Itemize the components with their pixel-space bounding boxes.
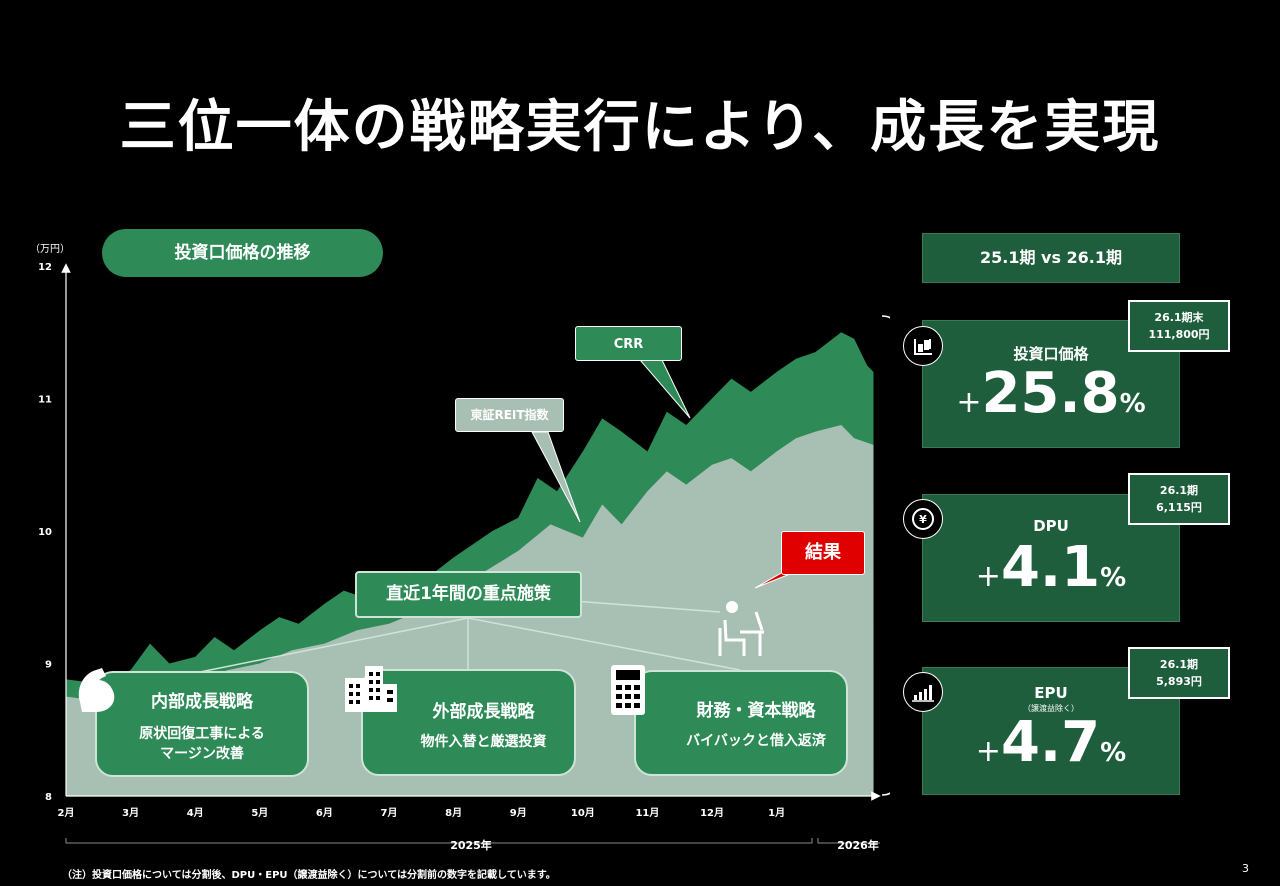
year-label-2025: 2025年 bbox=[450, 838, 492, 852]
y-tick-label: 12 bbox=[38, 262, 52, 273]
strategy-finance: 財務・資本戦略 バイバックと借入返済 bbox=[634, 670, 848, 776]
reit-callout-label: 東証REIT指数 bbox=[470, 408, 549, 422]
strategy-internal-line2: マージン改善 bbox=[160, 746, 244, 762]
y-tick-label: 9 bbox=[45, 660, 52, 671]
x-tick-label: 5月 bbox=[251, 807, 268, 819]
year-bracket-2025 bbox=[65, 838, 813, 844]
y-tick-label: 10 bbox=[38, 527, 52, 538]
x-tick-label: 3月 bbox=[122, 807, 139, 819]
person-at-desk-icon bbox=[718, 601, 764, 656]
y-tick-label: 8 bbox=[45, 792, 52, 803]
strategy-external-line1: 物件入替と厳選投資 bbox=[420, 734, 547, 750]
metric-card-dpu-label: DPU bbox=[1033, 517, 1069, 535]
x-tick-label: 8月 bbox=[445, 807, 462, 819]
metric-card-epu-value: +4.7% bbox=[975, 710, 1127, 775]
x-tick-label: 7月 bbox=[381, 807, 398, 819]
calculator-icon bbox=[611, 665, 645, 715]
x-tick-label: 11月 bbox=[635, 807, 659, 819]
footnote: （注）投資口価格については分割後、DPU・EPU（譲渡益除く）については分割前の… bbox=[62, 870, 556, 881]
crr-callout-label: CRR bbox=[613, 337, 644, 352]
x-tick-label: 4月 bbox=[187, 807, 204, 819]
page-title: 三位一体の戦略実行により、成長を実現 bbox=[119, 95, 1161, 160]
chart-title: 投資口価格の推移 bbox=[174, 243, 311, 263]
comparison-header-label: 25.1期 vs 26.1期 bbox=[979, 248, 1123, 267]
metric-card-epu-label: EPU bbox=[1034, 684, 1068, 702]
metric-tag-dpu: 26.1期 6,115円 bbox=[1128, 473, 1230, 525]
strategy-external-heading: 外部成長戦略 bbox=[432, 702, 535, 722]
metric-tag-epu: 26.1期 5,893円 bbox=[1128, 647, 1230, 699]
x-tick-label: 1月 bbox=[768, 807, 785, 819]
metric-card-epu: EPU （譲渡益除く） +4.7% bbox=[922, 667, 1180, 795]
x-tick-label: 10月 bbox=[571, 807, 595, 819]
crr-callout: CRR bbox=[575, 326, 682, 361]
y-tick-label: 11 bbox=[38, 395, 52, 406]
strategy-finance-line1: バイバックと借入返済 bbox=[686, 733, 826, 749]
buildings-icon bbox=[345, 666, 397, 712]
focus-callout: 直近1年間の重点施策 bbox=[355, 571, 582, 618]
strategy-internal-line1: 原状回復工事による bbox=[139, 726, 265, 742]
svg-text:¥: ¥ bbox=[919, 513, 927, 526]
result-callout: 結果 bbox=[781, 531, 865, 575]
comparison-header: 25.1期 vs 26.1期 bbox=[922, 233, 1180, 283]
focus-callout-label: 直近1年間の重点施策 bbox=[386, 584, 551, 604]
metric-card-epu-sub: （譲渡益除く） bbox=[1023, 704, 1079, 713]
crr-callout-pointer bbox=[638, 359, 691, 419]
x-tick-label: 2月 bbox=[58, 807, 75, 819]
x-tick-label: 6月 bbox=[316, 807, 333, 819]
metric-card-dpu-value: +4.1% bbox=[975, 535, 1127, 600]
chart-candles-icon bbox=[903, 326, 943, 366]
results-brace bbox=[881, 315, 890, 796]
chart-title-pill: 投資口価格の推移 bbox=[102, 229, 383, 277]
focus-line-finance bbox=[467, 617, 741, 671]
strategy-finance-heading: 財務・資本戦略 bbox=[696, 701, 816, 721]
focus-line-person bbox=[559, 599, 721, 613]
metric-card-price: 投資口価格 +25.8% bbox=[922, 320, 1180, 448]
yen-coin-icon: ¥ bbox=[903, 499, 943, 539]
year-label-2026: 2026年 bbox=[837, 838, 879, 852]
year-bracket-2026 bbox=[817, 838, 880, 844]
page-number: 3 bbox=[1242, 862, 1249, 875]
reit-callout: 東証REIT指数 bbox=[455, 398, 564, 432]
metric-card-price-label: 投資口価格 bbox=[1013, 345, 1089, 363]
muscle-arm-icon bbox=[78, 668, 115, 712]
x-tick-label: 12月 bbox=[700, 807, 724, 819]
metric-tag-price: 26.1期末 111,800円 bbox=[1128, 300, 1230, 352]
strategy-internal: 内部成長戦略 原状回復工事による マージン改善 bbox=[95, 671, 309, 777]
growth-bars-icon bbox=[903, 672, 943, 712]
y-unit-label: （万円） bbox=[30, 244, 70, 255]
focus-line-internal bbox=[199, 617, 469, 673]
metric-card-price-value: +25.8% bbox=[956, 361, 1146, 426]
strategy-internal-heading: 内部成長戦略 bbox=[151, 692, 253, 712]
x-tick-label: 9月 bbox=[510, 807, 527, 819]
result-callout-label: 結果 bbox=[805, 542, 841, 563]
reit-callout-pointer bbox=[531, 431, 581, 523]
